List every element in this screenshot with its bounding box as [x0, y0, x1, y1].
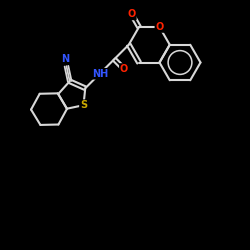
Text: O: O	[156, 22, 164, 32]
Text: O: O	[120, 64, 128, 74]
Text: N: N	[61, 54, 69, 64]
Text: O: O	[128, 10, 136, 20]
Text: S: S	[80, 100, 87, 110]
Text: NH: NH	[92, 69, 108, 79]
